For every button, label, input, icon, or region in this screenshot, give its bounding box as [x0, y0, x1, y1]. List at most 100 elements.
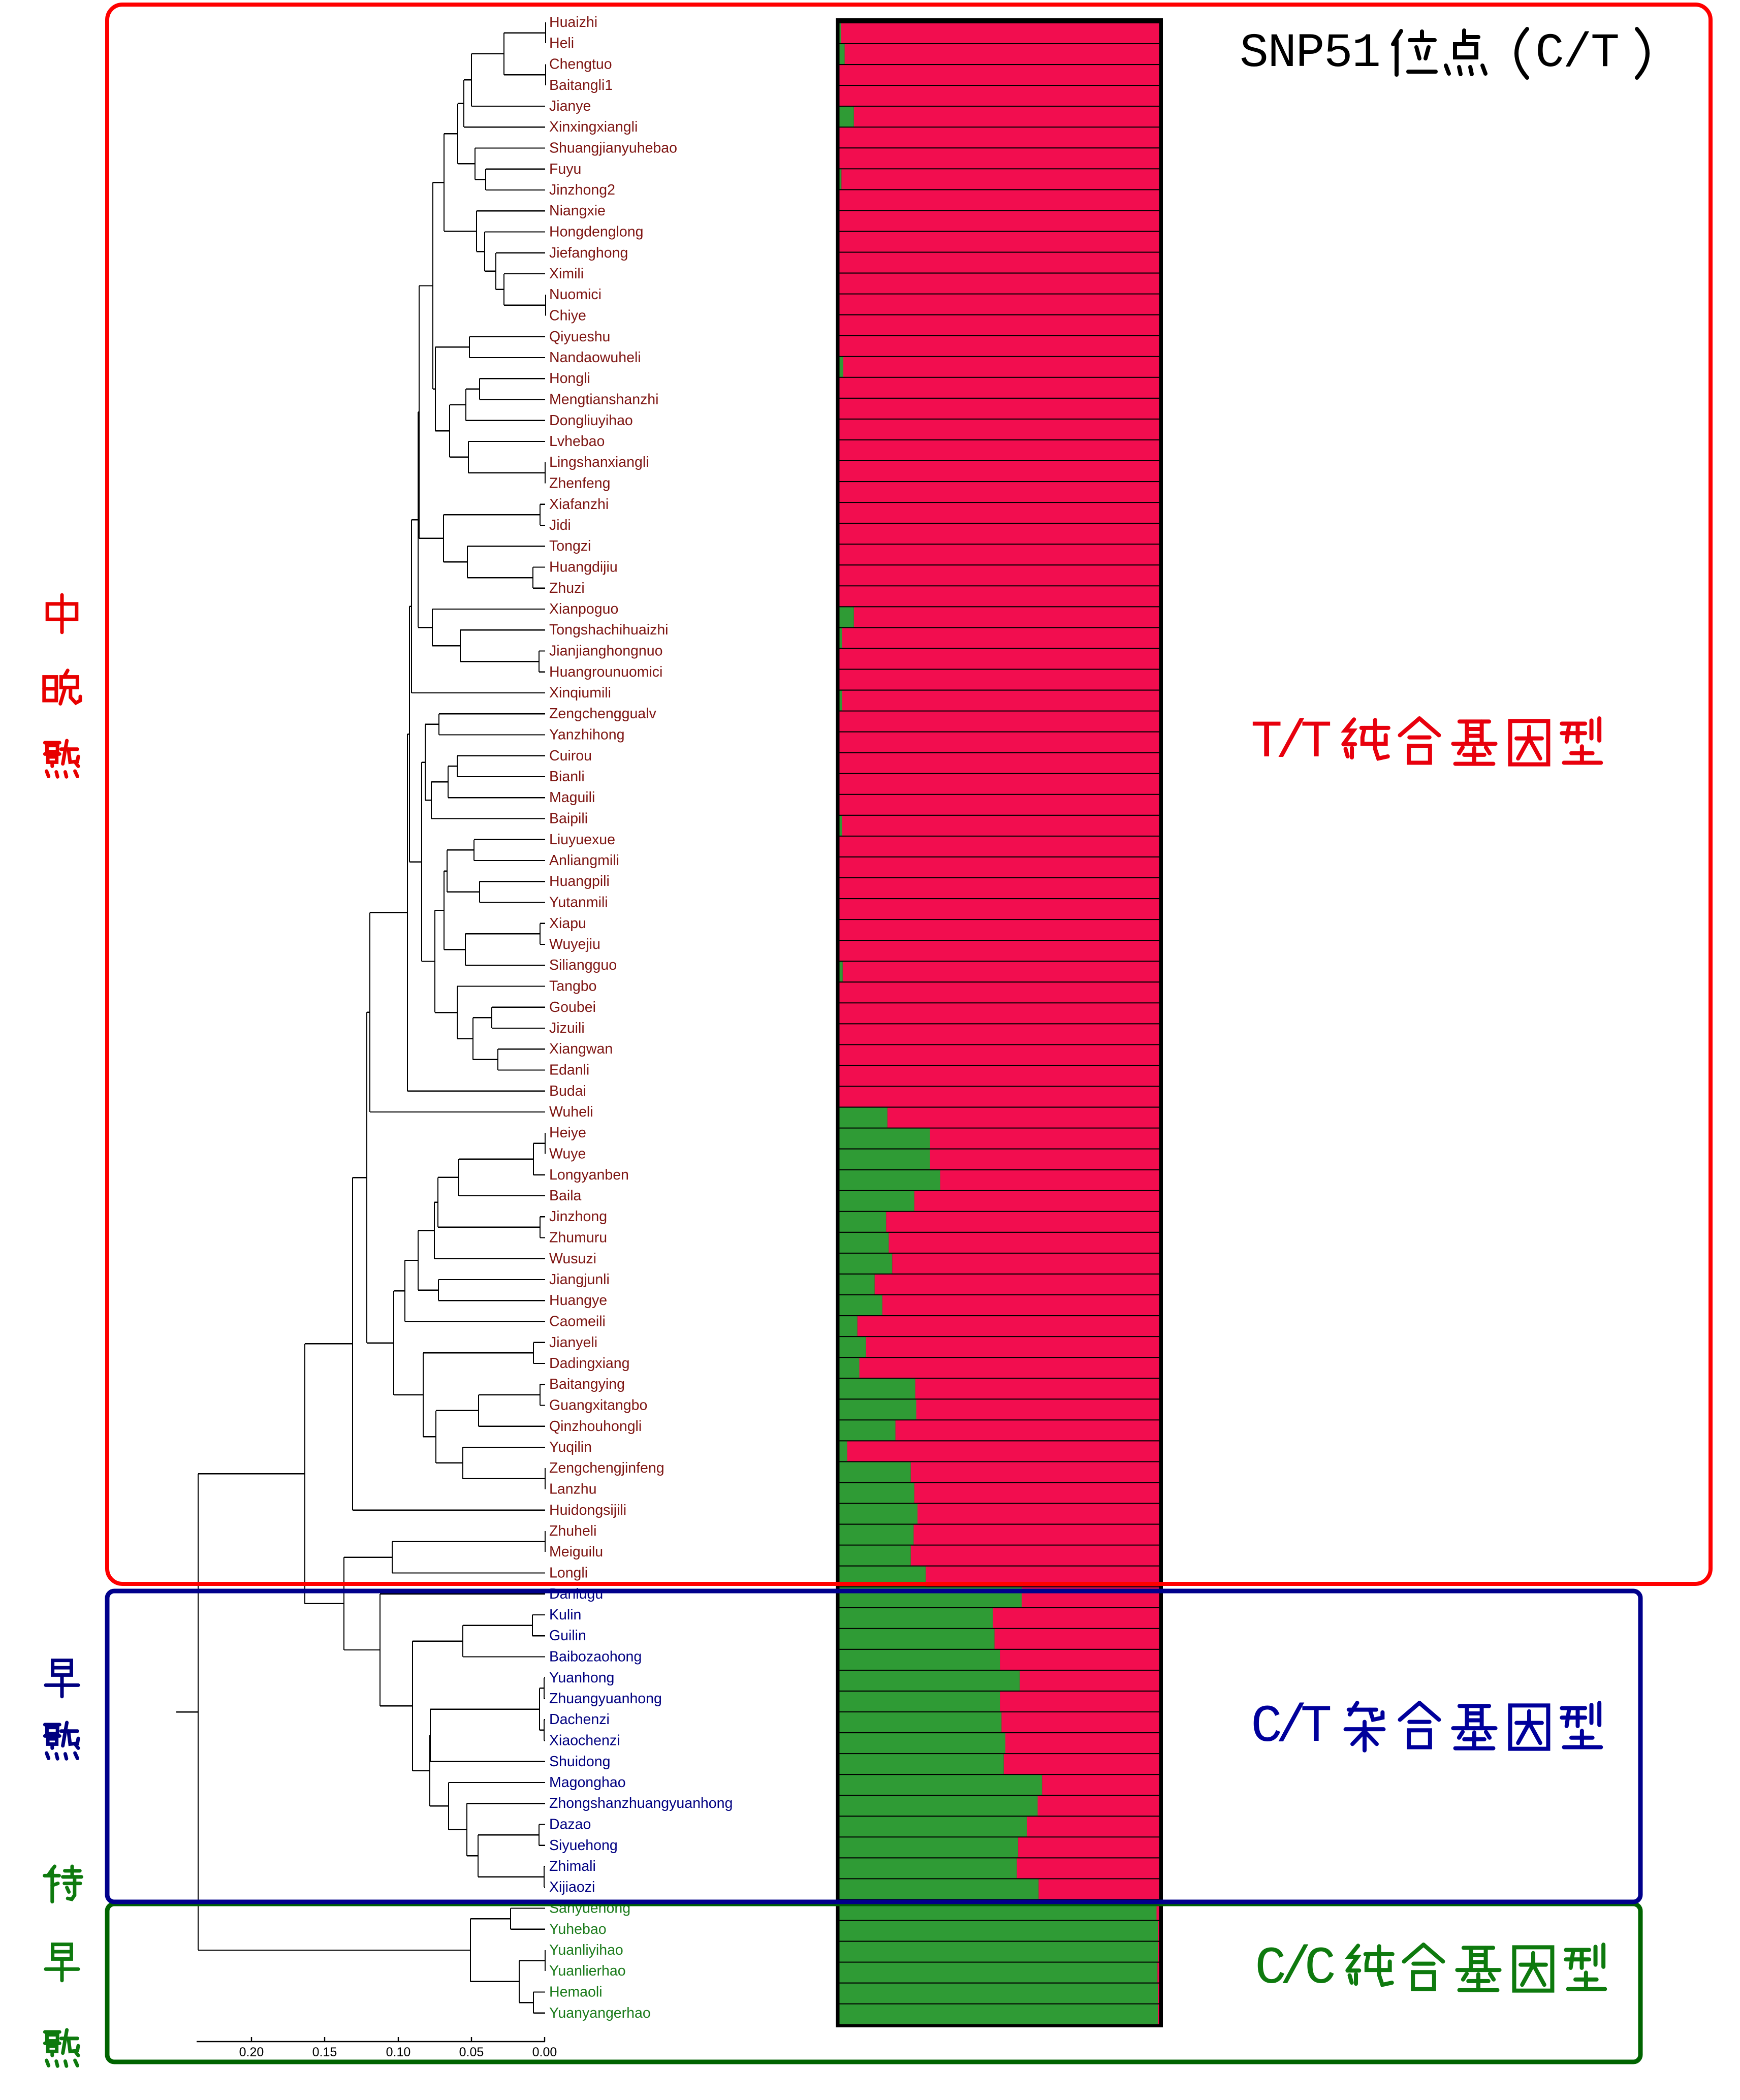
svg-text:Wusuzi: Wusuzi: [549, 1251, 596, 1267]
svg-text:0.00: 0.00: [532, 2045, 557, 2059]
svg-text:Dadingxiang: Dadingxiang: [549, 1355, 629, 1372]
svg-text:Jianyeli: Jianyeli: [549, 1334, 597, 1351]
svg-text:Goubei: Goubei: [549, 999, 596, 1015]
svg-text:Qinzhouhongli: Qinzhouhongli: [549, 1418, 642, 1435]
svg-text:Jinzhong: Jinzhong: [549, 1208, 607, 1225]
svg-text:Nuomici: Nuomici: [549, 287, 602, 303]
svg-text:Xiangwan: Xiangwan: [549, 1041, 613, 1057]
svg-text:Guangxitangbo: Guangxitangbo: [549, 1397, 647, 1414]
svg-text:Jiefanghong: Jiefanghong: [549, 245, 628, 261]
svg-text:Xiaochenzi: Xiaochenzi: [549, 1733, 620, 1749]
svg-text:Zhongshanzhuangyuanhong: Zhongshanzhuangyuanhong: [549, 1795, 733, 1811]
svg-text:Guilin: Guilin: [549, 1628, 586, 1644]
svg-text:Tongzi: Tongzi: [549, 538, 591, 554]
svg-text:Meiguilu: Meiguilu: [549, 1544, 603, 1560]
svg-text:Yutanmili: Yutanmili: [549, 895, 608, 911]
svg-text:Yuhebao: Yuhebao: [549, 1921, 607, 1937]
svg-text:Jidi: Jidi: [549, 517, 571, 533]
svg-text:Baitangying: Baitangying: [549, 1376, 625, 1392]
svg-text:SNP51: SNP51: [1240, 26, 1381, 81]
svg-text:Zhuzi: Zhuzi: [549, 580, 585, 596]
svg-text:Jianye: Jianye: [549, 98, 591, 114]
svg-text:Huangpili: Huangpili: [549, 873, 610, 889]
svg-text:Longyanben: Longyanben: [549, 1167, 629, 1183]
svg-text:Kulin: Kulin: [549, 1607, 581, 1623]
svg-text:Xinqiumili: Xinqiumili: [549, 685, 611, 701]
svg-text:Yuanliyihao: Yuanliyihao: [549, 1942, 623, 1958]
svg-text:Lvhebao: Lvhebao: [549, 433, 605, 450]
svg-text:Cuirou: Cuirou: [549, 748, 592, 764]
svg-text:Siliangguo: Siliangguo: [549, 957, 617, 973]
svg-text:Huangrounuomici: Huangrounuomici: [549, 664, 662, 680]
svg-text:Jianjianghongnuo: Jianjianghongnuo: [549, 643, 662, 659]
svg-text:Maguili: Maguili: [549, 789, 595, 806]
svg-text:Niangxie: Niangxie: [549, 203, 606, 219]
svg-text:Zengchenggualv: Zengchenggualv: [549, 706, 656, 722]
svg-text:C/T: C/T: [1251, 1697, 1332, 1757]
svg-text:Heiye: Heiye: [549, 1125, 586, 1141]
svg-text:Xiafanzhi: Xiafanzhi: [549, 496, 609, 513]
svg-text:Shuidong: Shuidong: [549, 1754, 610, 1770]
svg-text:Budai: Budai: [549, 1083, 586, 1099]
svg-text:Jiangjunli: Jiangjunli: [549, 1271, 610, 1288]
svg-text:Magonghao: Magonghao: [549, 1774, 626, 1791]
svg-text:Yanzhihong: Yanzhihong: [549, 727, 624, 743]
svg-text:0.15: 0.15: [312, 2045, 337, 2059]
svg-text:Jinzhong2: Jinzhong2: [549, 182, 615, 198]
svg-text:Longli: Longli: [549, 1565, 588, 1581]
svg-text:Zhuheli: Zhuheli: [549, 1523, 596, 1539]
svg-text:Baitangli1: Baitangli1: [549, 77, 613, 93]
svg-text:C/T: C/T: [1535, 26, 1620, 81]
svg-text:0.10: 0.10: [386, 2045, 411, 2059]
svg-text:T/T: T/T: [1251, 713, 1332, 773]
svg-text:Huangdijiu: Huangdijiu: [549, 559, 618, 576]
svg-text:Xianpoguo: Xianpoguo: [549, 601, 618, 617]
svg-text:Xijiaozi: Xijiaozi: [549, 1879, 595, 1895]
svg-text:Yuanlierhao: Yuanlierhao: [549, 1963, 626, 1979]
svg-text:Zhumuru: Zhumuru: [549, 1230, 607, 1246]
svg-text:Chengtuo: Chengtuo: [549, 56, 612, 73]
svg-text:Huidongsijili: Huidongsijili: [549, 1502, 626, 1518]
svg-text:Tongshachihuaizhi: Tongshachihuaizhi: [549, 622, 669, 638]
svg-text:Caomeili: Caomeili: [549, 1314, 606, 1330]
svg-text:Dazao: Dazao: [549, 1817, 591, 1833]
svg-text:Baila: Baila: [549, 1188, 582, 1204]
svg-text:Edanli: Edanli: [549, 1062, 589, 1078]
svg-text:0.05: 0.05: [459, 2045, 484, 2059]
svg-text:Xinxingxiangli: Xinxingxiangli: [549, 119, 638, 135]
svg-text:Bianli: Bianli: [549, 769, 585, 785]
svg-text:0.20: 0.20: [239, 2045, 264, 2059]
svg-text:Heli: Heli: [549, 35, 574, 51]
svg-text:Wuheli: Wuheli: [549, 1104, 593, 1120]
svg-text:Lingshanxiangli: Lingshanxiangli: [549, 454, 649, 470]
svg-text:Lanzhu: Lanzhu: [549, 1481, 597, 1498]
svg-text:Zengchengjinfeng: Zengchengjinfeng: [549, 1460, 665, 1476]
svg-text:Xiapu: Xiapu: [549, 915, 586, 932]
svg-text:Mengtianshanzhi: Mengtianshanzhi: [549, 392, 658, 408]
svg-text:Hongli: Hongli: [549, 370, 590, 387]
svg-text:Tangbo: Tangbo: [549, 978, 597, 995]
svg-text:Ximili: Ximili: [549, 266, 584, 282]
svg-text:Zhimali: Zhimali: [549, 1858, 596, 1874]
svg-text:Dachenzi: Dachenzi: [549, 1711, 610, 1728]
svg-text:Liuyuexue: Liuyuexue: [549, 832, 615, 848]
svg-text:Dongliuyihao: Dongliuyihao: [549, 412, 633, 429]
svg-text:Fuyu: Fuyu: [549, 161, 581, 177]
svg-text:Baipili: Baipili: [549, 811, 588, 827]
svg-text:Chiye: Chiye: [549, 308, 586, 324]
svg-text:Hongdenglong: Hongdenglong: [549, 224, 643, 240]
svg-text:Huangye: Huangye: [549, 1292, 607, 1309]
svg-text:Zhuangyuanhong: Zhuangyuanhong: [549, 1691, 662, 1707]
svg-text:Jizuili: Jizuili: [549, 1020, 585, 1036]
svg-text:Yuanhong: Yuanhong: [549, 1670, 614, 1686]
svg-text:C/C: C/C: [1255, 1939, 1336, 1999]
svg-text:Shuangjianyuhebao: Shuangjianyuhebao: [549, 140, 677, 156]
svg-text:Baibozaohong: Baibozaohong: [549, 1649, 642, 1665]
svg-text:Daniugu: Daniugu: [549, 1586, 603, 1602]
svg-text:Anliangmili: Anliangmili: [549, 852, 619, 869]
svg-text:Qiyueshu: Qiyueshu: [549, 329, 610, 345]
svg-text:Siyuehong: Siyuehong: [549, 1837, 618, 1854]
svg-text:Nandaowuheli: Nandaowuheli: [549, 349, 641, 366]
svg-text:Wuye: Wuye: [549, 1146, 586, 1162]
svg-text:Huaizhi: Huaizhi: [549, 14, 597, 30]
